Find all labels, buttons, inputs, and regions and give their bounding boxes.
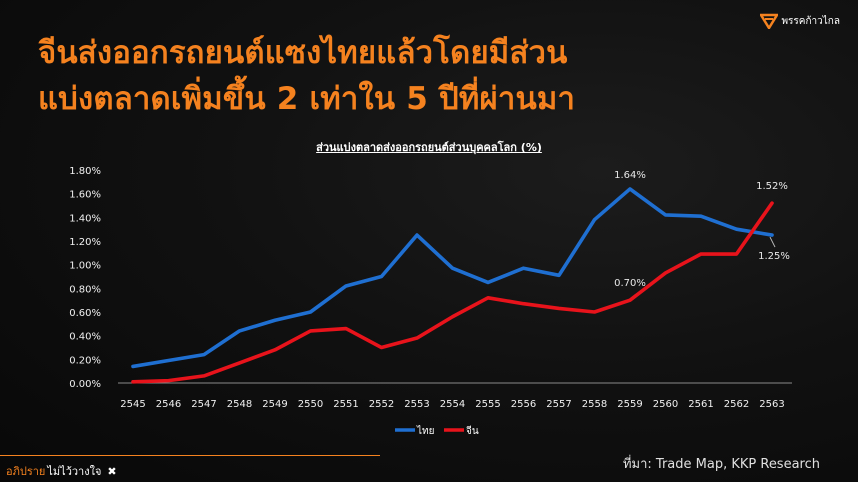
x-tick-label: 2549 [262, 399, 287, 410]
footer-divider [0, 455, 380, 456]
y-tick-label: 0.20% [69, 355, 101, 366]
x-tick-label: 2548 [227, 399, 252, 410]
y-tick-label: 1.60% [69, 190, 101, 201]
x-tick-label: 2553 [404, 399, 429, 410]
x-tick-label: 2557 [546, 399, 571, 410]
y-tick-label: 0.00% [69, 379, 101, 390]
title-line-1: จีนส่งออกรถยนต์แซงไทยแล้วโดยมีส่วน [38, 35, 568, 71]
y-tick-label: 0.60% [69, 308, 101, 319]
source-note: ที่มา: Trade Map, KKP Research [622, 457, 820, 472]
x-tick-label: 2546 [156, 399, 181, 410]
chart-title: ส่วนแบ่งตลาดส่งออกรถยนต์ส่วนบุคคลโลก (%) [316, 141, 542, 154]
x-tick-label: 2554 [440, 399, 465, 410]
logo-icon [760, 13, 779, 29]
data-label-leader [769, 236, 776, 248]
x-tick-label: 2555 [475, 399, 500, 410]
footer-text-2: ไม่ไว้วางใจ [47, 465, 102, 478]
x-tick-label: 2561 [688, 399, 713, 410]
footer-tag: อภิปราย ไม่ไว้วางใจ ✖ [6, 462, 117, 480]
footer-text-1: อภิปราย [6, 465, 46, 478]
page-title: จีนส่งออกรถยนต์แซงไทยแล้วโดยมีส่วน แบ่งต… [38, 30, 575, 122]
y-tick-label: 1.20% [69, 237, 101, 248]
legend-label: ไทย [416, 425, 434, 437]
x-tick-label: 2547 [191, 399, 216, 410]
series-line-thai [131, 187, 774, 369]
title-line-2: แบ่งตลาดเพิ่มขึ้น 2 เท่าใน 5 ปีที่ผ่านมา [38, 81, 576, 117]
y-tick-label: 1.40% [69, 213, 101, 224]
party-logo: พรรคก้าวไกล [760, 13, 840, 29]
y-tick-label: 0.80% [69, 284, 101, 295]
x-tick-label: 2551 [333, 399, 358, 410]
data-label: 1.64% [614, 170, 646, 181]
data-label: 1.25% [758, 251, 790, 262]
x-tick-label: 2545 [120, 399, 145, 410]
x-tick-label: 2558 [582, 399, 607, 410]
x-tick-label: 2563 [759, 399, 784, 410]
y-tick-label: 1.00% [69, 261, 101, 272]
data-label: 0.70% [614, 278, 646, 289]
x-tick-label: 2560 [653, 399, 678, 410]
x-tick-label: 2556 [511, 399, 536, 410]
cross-icon: ✖ [107, 464, 117, 478]
legend-label: จีน [466, 425, 479, 437]
x-tick-label: 2559 [617, 399, 642, 410]
y-tick-label: 0.40% [69, 332, 101, 343]
data-label: 1.52% [756, 181, 788, 192]
x-tick-label: 2550 [298, 399, 323, 410]
logo-text: พรรคก้าวไกล [781, 15, 840, 27]
y-tick-label: 1.80% [69, 166, 101, 177]
x-tick-label: 2562 [724, 399, 749, 410]
x-tick-label: 2552 [369, 399, 394, 410]
series-line-china [131, 201, 774, 384]
